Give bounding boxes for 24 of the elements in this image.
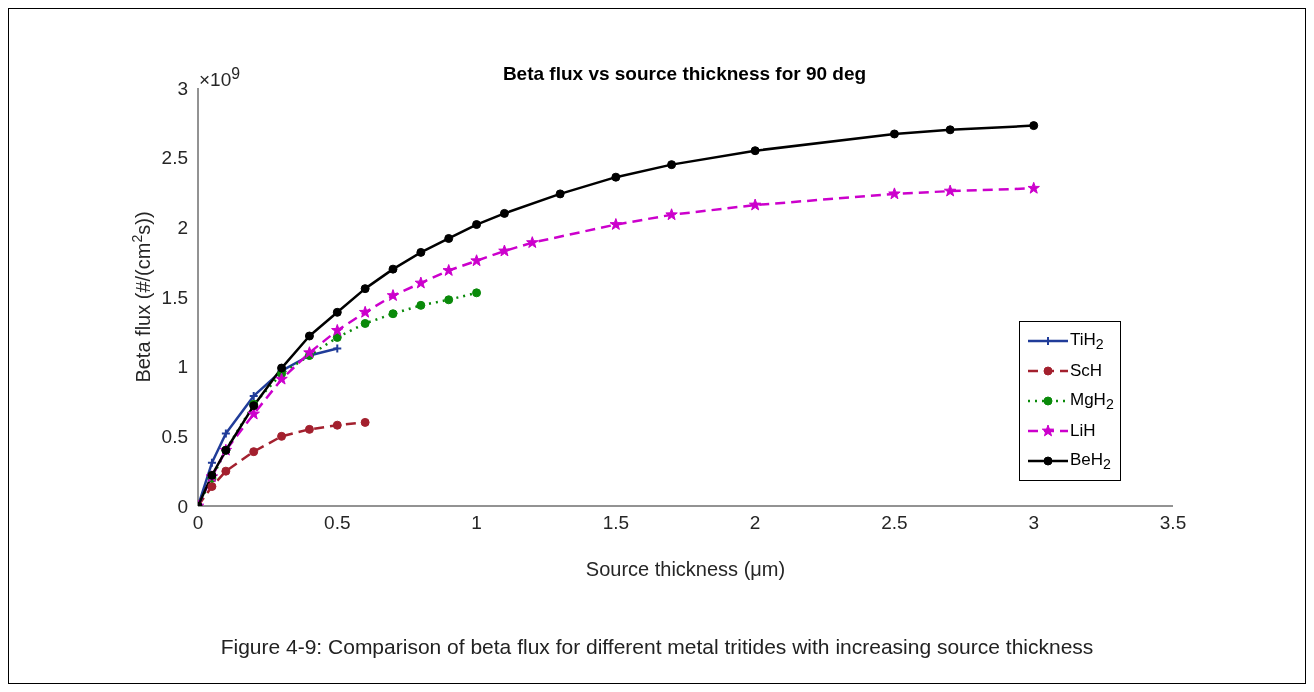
y-tick-label: 2 — [177, 217, 188, 239]
x-axis-title: Source thickness (μm) — [585, 558, 786, 580]
legend-label: LiH — [1070, 421, 1096, 441]
legend-label: MgH$_{2}$ — [1070, 389, 1114, 413]
legend-label: ScH — [1070, 361, 1103, 381]
annotation: ×10$^{9}$ — [199, 65, 241, 92]
x-tick-label: 2 — [749, 512, 761, 534]
chart-title: Beta flux vs source thickness for 90 deg — [502, 63, 867, 84]
y-tick-label: 0.5 — [161, 426, 188, 448]
x-tick-label: 2.5 — [881, 512, 908, 534]
x-tick-label: 0.5 — [324, 512, 351, 534]
y-tick-label: 1.5 — [161, 286, 188, 308]
legend-label: TiH$_{2}$ — [1070, 329, 1104, 353]
x-tick-label: 1 — [471, 512, 482, 534]
x-tick-label: 1.5 — [602, 512, 630, 534]
x-tick-label: 0 — [192, 512, 204, 534]
caption: Figure 4-9: Comparison of beta flux for different metal tritides with increasing source thickness — [220, 635, 1094, 658]
x-tick-label: 3.5 — [1159, 512, 1187, 534]
x-tick-label: 3 — [1028, 512, 1039, 534]
y-tick-label: 0 — [177, 495, 188, 517]
legend-label: BeH$_{2}$ — [1070, 449, 1111, 473]
y-tick-label: 3 — [177, 77, 188, 99]
y-tick-label: 2.5 — [161, 147, 188, 169]
y-tick-label: 1 — [177, 356, 188, 378]
